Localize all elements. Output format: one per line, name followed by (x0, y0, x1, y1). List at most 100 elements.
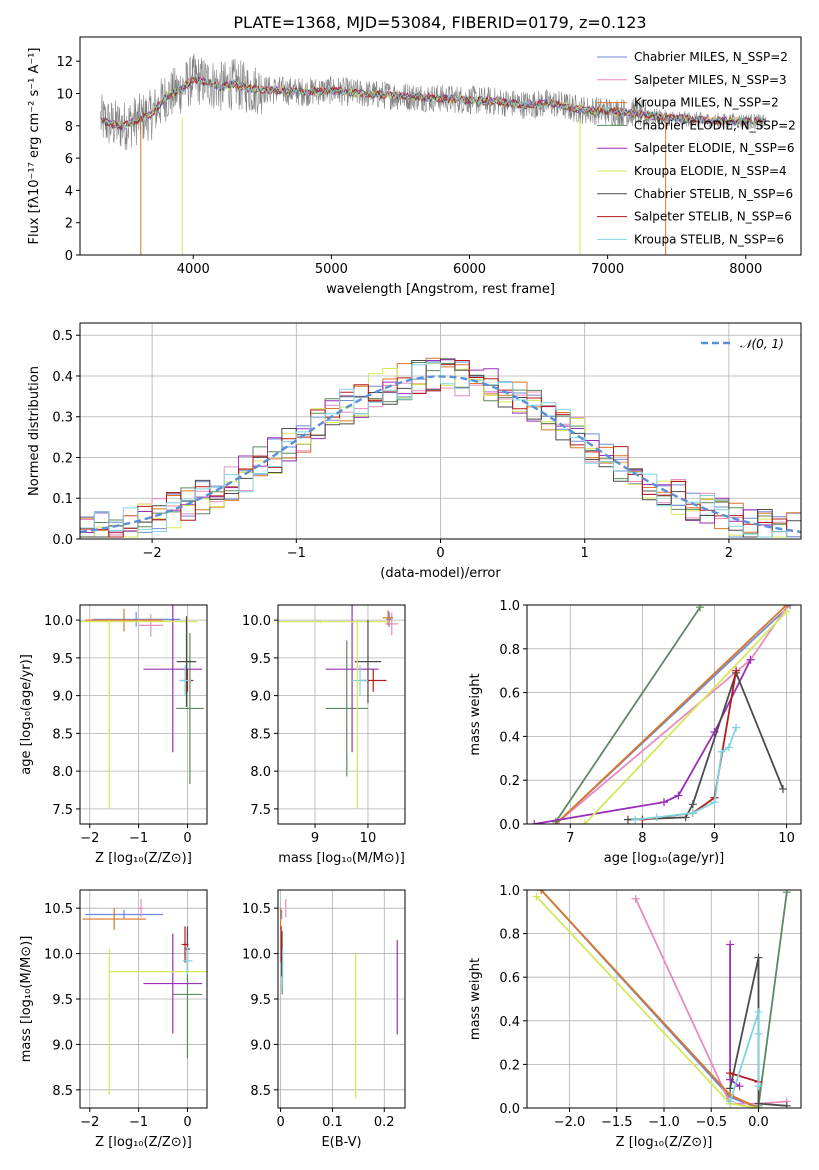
y-tick-label: 9.0 (52, 690, 73, 705)
residuals-panel: −2 −1 0 1 2 0.0 0.1 0.2 0.3 0.4 0.5 (data-model)/er… (27, 322, 802, 581)
model-spectrum-line-chabrier_stelib (100, 75, 766, 131)
massweight-line-kroupa_stelib (729, 1011, 760, 1102)
massweight-marker (732, 666, 741, 675)
x-tick-label: −1 (129, 1115, 148, 1130)
massweight-marker (735, 1082, 744, 1091)
y-tick-label: 0.0 (52, 533, 73, 548)
y-tick-label: 0.3 (52, 411, 73, 426)
massweight-marker (732, 723, 741, 732)
massweight-marker (782, 1101, 791, 1108)
massweight-line-chabrier_elodie (757, 892, 788, 1106)
y-tick-label: 8.5 (52, 1084, 73, 1099)
y-tick-label: 8.5 (250, 1084, 271, 1099)
axes-frame (79, 322, 802, 540)
x-axis-label: wavelength [Angstrom, rest frame] (326, 282, 555, 297)
y-tick-label: 0.2 (499, 774, 520, 789)
y-tick-label: 0.6 (499, 687, 520, 702)
massweight-marker (754, 1008, 763, 1017)
y-tick-label: 0.5 (52, 329, 73, 344)
massweight-marker (530, 820, 539, 824)
massweight-marker (778, 784, 787, 793)
massweight-marker (688, 800, 697, 809)
y-axis-label: mass weight (468, 958, 483, 1040)
legend-label: Chabrier ELODIE, N_SSP=2 (634, 118, 796, 132)
x-tick-label: 6000 (453, 262, 486, 277)
y-axis-label: Normed distribution (27, 366, 42, 496)
legend-label: Salpeter STELIB, N_SSP=6 (634, 210, 792, 224)
massweight-marker (710, 798, 719, 807)
y-tick-label: 12 (56, 55, 73, 70)
massweight_vs_Z-panel: −2.0 −1.5 −1.0 −0.5 0.0 0.0 0.2 0.4 0.6 0.8 1.0 Z [… (468, 884, 802, 1150)
x-tick-label: 8 (638, 831, 646, 846)
legend-label: Chabrier MILES, N_SSP=2 (634, 50, 788, 64)
y-tick-label: 9.5 (52, 993, 73, 1008)
spectrum-legend: Chabrier MILES, N_SSP=2 Salpeter MILES, N… (597, 50, 796, 246)
massweight-marker (726, 1069, 735, 1078)
axes-frame (79, 604, 208, 825)
histograms (80, 357, 801, 538)
massweight-marker (532, 892, 541, 901)
y-tick-label: 0.4 (52, 370, 73, 385)
massweight-line-kroupa_miles (555, 605, 788, 824)
mass_vs_ebv-panel: 0 0.1 0.2 8.5 9.0 9.5 10.0 10.5 E(B-V) (242, 889, 406, 1150)
y-tick-label: 0.4 (499, 730, 520, 745)
massweight-marker (631, 815, 640, 824)
age_vs_mass-points (278, 605, 399, 809)
axes-frame (277, 604, 406, 825)
normal-curve (80, 375, 801, 534)
y-tick-label: 0.8 (499, 643, 520, 658)
x-tick-label: 7000 (591, 262, 624, 277)
x-tick-label: 5000 (315, 262, 348, 277)
massweight-line-salpeter_stelib (729, 1072, 759, 1083)
massweight-marker (688, 809, 697, 818)
y-tick-label: 0.2 (499, 1058, 520, 1073)
x-tick-label: 9 (311, 831, 319, 846)
massweight-marker (580, 820, 589, 824)
massweight-marker (726, 940, 735, 949)
x-tick-label: 0.1 (322, 1115, 343, 1130)
massweight-marker (537, 890, 546, 894)
mass_vs_Z-points (82, 899, 207, 1095)
massweight-marker (717, 747, 726, 756)
model-spectrum-line-kroupa_stelib (100, 75, 766, 130)
massweight-line-chabrier_miles (540, 890, 759, 1108)
x-tick-label: 0 (183, 1115, 191, 1130)
y-tick-label: 10.5 (242, 902, 271, 917)
legend-label: 𝒩(0, 1) (740, 337, 784, 351)
x-axis-label: mass [log₁₀(M/M⊙)] (278, 851, 405, 866)
y-tick-label: 8.0 (52, 765, 73, 780)
y-tick-label: 0.0 (499, 818, 520, 833)
massweight-marker (754, 1029, 763, 1038)
spectrum-panel: 4000 5000 6000 7000 8000 0 2 4 6 8 10 12 wavelength … (27, 36, 802, 297)
y-tick-label: 2 (65, 217, 73, 232)
y-tick-label: 0.2 (52, 451, 73, 466)
y-tick-label: 4 (65, 184, 73, 199)
y-tick-label: 0.0 (499, 1102, 520, 1117)
axes-frame (79, 889, 208, 1109)
age_vs_mass-panel: 9 10 7.5 8.0 8.5 9.0 9.5 10.0 mass [log₁₀(M/M⊙)] (242, 604, 406, 866)
massweight-line-salpeter_stelib (642, 670, 737, 821)
x-tick-label: −2 (143, 546, 162, 561)
x-tick-label: 7 (566, 831, 574, 846)
y-axis-label: mass [log₁₀(M/M⊙)] (19, 936, 34, 1063)
y-axis-label: age [log₁₀(age/yr)] (19, 654, 34, 775)
axes-frame (526, 604, 802, 825)
observed-spectrum-line (100, 53, 767, 151)
x-axis-label: age [log₁₀(age/yr)] (604, 851, 725, 866)
y-tick-label: 8.0 (250, 765, 271, 780)
massweight_vs_age-lines (530, 605, 795, 824)
x-tick-label: 4000 (177, 262, 210, 277)
x-tick-label: 10 (360, 831, 377, 846)
y-tick-label: 10.0 (44, 614, 73, 629)
axes-frame (526, 889, 802, 1109)
massweight-marker (754, 1099, 763, 1108)
massweight-marker (754, 1082, 763, 1091)
massweight-marker (726, 1084, 735, 1093)
massweight-marker (754, 953, 763, 962)
legend-label: Kroupa STELIB, N_SSP=6 (634, 232, 784, 246)
x-tick-label: 0 (183, 831, 191, 846)
x-tick-label: 9 (710, 831, 718, 846)
massweight-line-salpeter_miles (634, 898, 787, 1105)
mass_vs_Z-panel: −2 −1 0 8.5 9.0 9.5 10.0 10.5 Z [log₁₀(Z/Z⊙)] mas… (19, 889, 208, 1150)
axes-frame (79, 36, 802, 256)
